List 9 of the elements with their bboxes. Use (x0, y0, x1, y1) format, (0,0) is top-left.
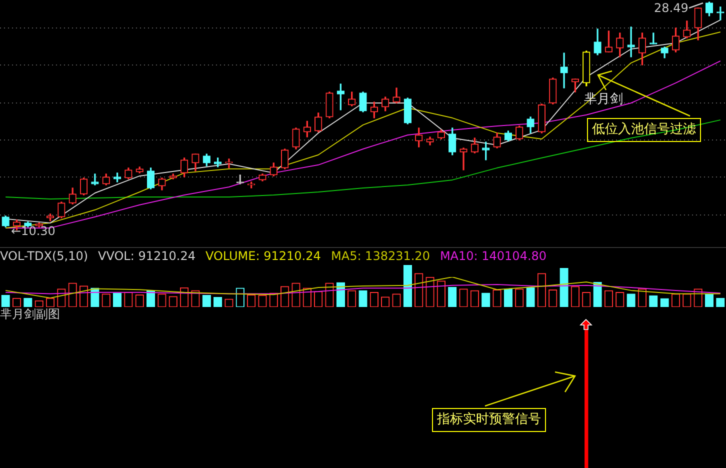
series-label: MA5: 138231.20 (331, 249, 430, 263)
chart-title: 芈月剑副图 (0, 307, 60, 321)
text: VVOL: 91210.24 (98, 249, 196, 263)
annotation: 28.49 (654, 1, 688, 15)
text: VOLUME: 91210.24 (205, 249, 321, 263)
series-label: MA10: 140104.80 (440, 249, 547, 263)
chart-title: VOL-TDX(5,10) (0, 249, 88, 263)
annotation: 指标实时预警信号 (432, 408, 546, 432)
annotation: ←10.30 (11, 224, 56, 238)
